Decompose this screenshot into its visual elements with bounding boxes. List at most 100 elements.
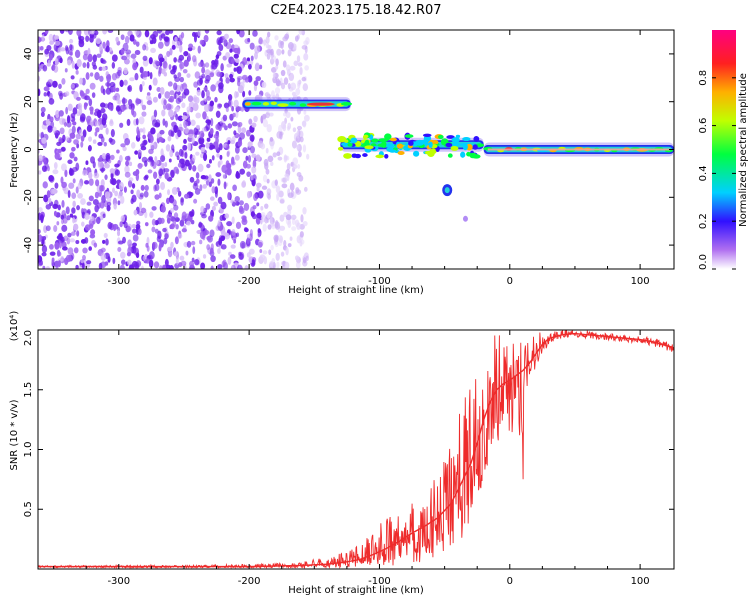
noise-speck bbox=[182, 144, 188, 151]
noise-speck bbox=[134, 49, 141, 56]
noise-speck bbox=[157, 230, 162, 240]
noise-speck bbox=[194, 71, 201, 79]
track-scatter bbox=[447, 153, 453, 158]
noise-speck bbox=[160, 181, 166, 191]
track-scatter bbox=[343, 153, 352, 159]
noise-speck bbox=[154, 183, 160, 192]
noise-speck bbox=[266, 212, 271, 219]
track-peak bbox=[306, 102, 335, 106]
noise-speck bbox=[281, 183, 288, 189]
noise-speck bbox=[86, 61, 90, 69]
noise-speck bbox=[42, 181, 48, 189]
track-scatter bbox=[431, 139, 439, 145]
noise-speck bbox=[253, 115, 258, 123]
noise-speck bbox=[296, 144, 300, 150]
noise-speck bbox=[303, 114, 310, 122]
noise-speck bbox=[49, 251, 56, 256]
noise-speck bbox=[40, 111, 45, 118]
noise-speck bbox=[265, 36, 270, 44]
noise-speck bbox=[238, 205, 244, 213]
noise-speck bbox=[227, 94, 233, 101]
noise-speck bbox=[99, 201, 105, 209]
noise-speck bbox=[180, 83, 184, 92]
noise-speck bbox=[257, 241, 263, 248]
noise-speck bbox=[54, 199, 59, 207]
noise-speck bbox=[92, 64, 98, 70]
noise-speck bbox=[232, 112, 237, 118]
noise-speck bbox=[42, 64, 48, 72]
noise-speck bbox=[261, 81, 267, 89]
noise-speck bbox=[160, 205, 166, 213]
noise-speck bbox=[283, 77, 289, 85]
noise-speck bbox=[92, 54, 97, 63]
noise-speck bbox=[174, 76, 181, 83]
noise-speck bbox=[232, 184, 237, 192]
noise-speck bbox=[232, 200, 238, 206]
noise-speck bbox=[218, 143, 223, 151]
noise-speck bbox=[131, 183, 136, 189]
noise-speck bbox=[53, 162, 58, 170]
noise-speck bbox=[163, 61, 167, 69]
noise-speck bbox=[41, 137, 47, 144]
noise-speck bbox=[191, 137, 195, 144]
noise-speck bbox=[255, 182, 262, 188]
track-scatter bbox=[404, 134, 414, 138]
noise-speck bbox=[270, 51, 275, 58]
noise-speck bbox=[191, 55, 197, 63]
noise-speck bbox=[59, 30, 65, 34]
noise-speck bbox=[100, 252, 107, 261]
noise-speck bbox=[264, 203, 269, 209]
noise-speck bbox=[80, 135, 85, 142]
noise-speck bbox=[210, 265, 214, 269]
noise-speck bbox=[82, 254, 86, 261]
noise-speck bbox=[95, 120, 100, 127]
noise-speck bbox=[253, 80, 259, 86]
noise-speck bbox=[111, 187, 115, 193]
noise-speck bbox=[71, 192, 77, 199]
noise-speck bbox=[116, 230, 121, 237]
noise-speck bbox=[58, 110, 64, 117]
noise-speck bbox=[267, 224, 272, 230]
noise-speck bbox=[217, 248, 221, 254]
noise-speck bbox=[280, 251, 285, 257]
noise-speck bbox=[249, 229, 253, 238]
noise-speck bbox=[103, 163, 110, 169]
noise-speck bbox=[197, 30, 202, 37]
noise-speck bbox=[173, 166, 179, 174]
noise-speck bbox=[159, 87, 165, 95]
noise-speck bbox=[236, 30, 241, 35]
noise-speck bbox=[246, 190, 251, 199]
noise-speck bbox=[109, 81, 116, 88]
noise-speck bbox=[285, 214, 292, 221]
noise-speck bbox=[270, 67, 277, 73]
noise-speck bbox=[92, 198, 99, 206]
noise-speck bbox=[101, 117, 107, 126]
noise-speck bbox=[225, 144, 230, 150]
noise-speck bbox=[231, 136, 236, 143]
noise-speck bbox=[183, 50, 189, 57]
noise-speck bbox=[167, 189, 171, 196]
noise-speck bbox=[302, 83, 309, 92]
noise-speck bbox=[55, 264, 59, 269]
noise-speck bbox=[85, 35, 90, 43]
noise-speck bbox=[67, 159, 73, 165]
noise-speck bbox=[118, 181, 124, 191]
noise-speck bbox=[104, 191, 111, 200]
noise-speck bbox=[205, 142, 210, 149]
noise-speck bbox=[285, 111, 291, 119]
noise-speck bbox=[68, 182, 75, 189]
noise-speck bbox=[182, 111, 188, 117]
noise-speck bbox=[48, 33, 54, 42]
noise-speck bbox=[84, 237, 89, 244]
noise-speck bbox=[99, 124, 104, 131]
noise-speck bbox=[259, 64, 263, 70]
noise-speck bbox=[88, 136, 93, 142]
noise-speck bbox=[296, 34, 300, 40]
noise-speck bbox=[113, 224, 117, 232]
noise-speck bbox=[240, 81, 245, 90]
noise-speck bbox=[82, 129, 87, 138]
noise-speck bbox=[205, 203, 211, 210]
noise-speck bbox=[159, 168, 164, 176]
noise-speck bbox=[159, 129, 165, 135]
noise-speck bbox=[302, 144, 307, 153]
